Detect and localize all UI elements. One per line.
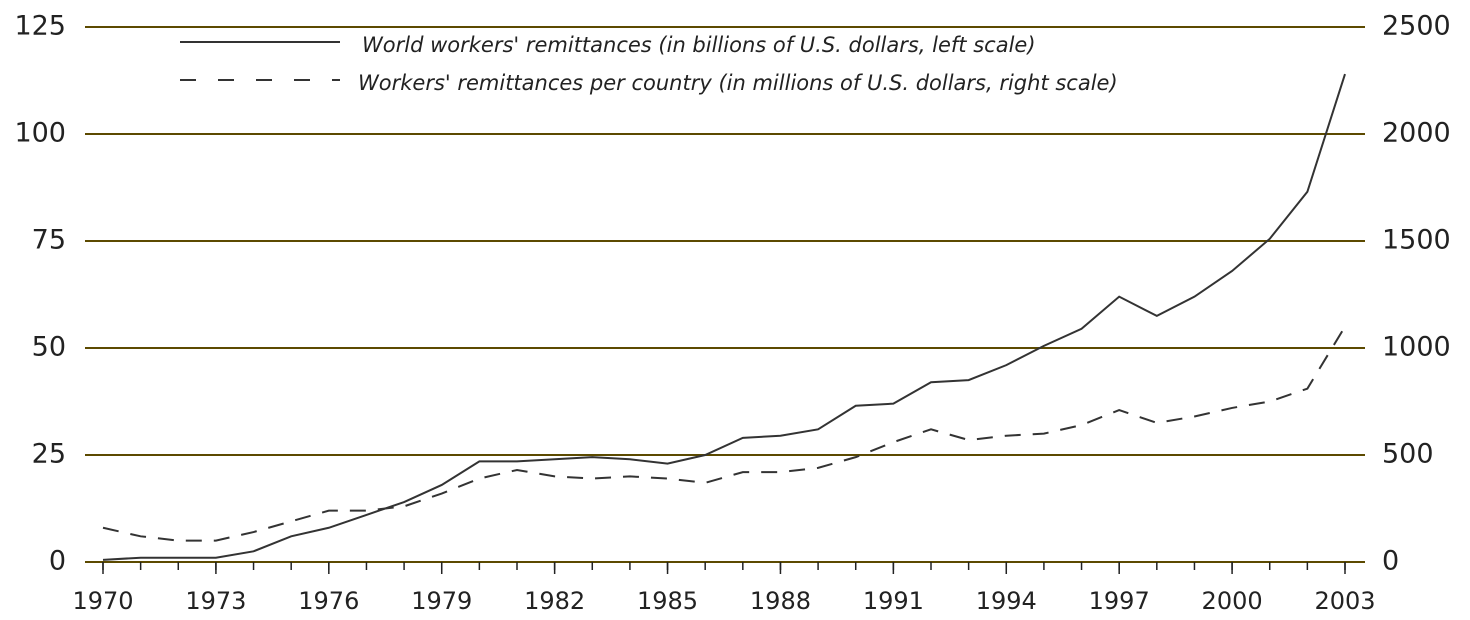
- x-tick-label: 1970: [72, 587, 133, 615]
- x-tick-label: 1991: [863, 587, 924, 615]
- y-tick-label: 25: [32, 439, 66, 470]
- y2-tick-label: 0: [1382, 546, 1399, 577]
- x-tick-label: 1988: [750, 587, 811, 615]
- x-tick-label: 1985: [637, 587, 698, 615]
- x-tick-label: 2003: [1314, 587, 1375, 615]
- x-tick-label: 2000: [1202, 587, 1263, 615]
- y-tick-label: 125: [14, 11, 66, 42]
- y-tick-label: 0: [49, 546, 66, 577]
- x-tick-label: 1982: [524, 587, 585, 615]
- series-line: [102, 73, 1346, 561]
- legend-label: World workers' remittances (in billions …: [362, 33, 1036, 57]
- y2-tick-label: 1500: [1382, 225, 1451, 256]
- x-tick-label: 1979: [411, 587, 472, 615]
- x-tick-label: 1976: [298, 587, 359, 615]
- x-tick-label: 1973: [185, 587, 246, 615]
- y2-tick-label: 500: [1382, 439, 1434, 470]
- y-tick-label: 50: [32, 332, 66, 363]
- y2-tick-label: 2000: [1382, 118, 1451, 149]
- y-tick-label: 100: [14, 118, 66, 149]
- y2-tick-label: 2500: [1382, 11, 1451, 42]
- x-tick-label: 1997: [1089, 587, 1150, 615]
- legend-label: Workers' remittances per country (in mil…: [358, 71, 1118, 95]
- y-tick-label: 75: [32, 225, 66, 256]
- y2-tick-label: 1000: [1382, 332, 1451, 363]
- series-line: [102, 326, 1346, 542]
- x-tick-label: 1994: [976, 587, 1037, 615]
